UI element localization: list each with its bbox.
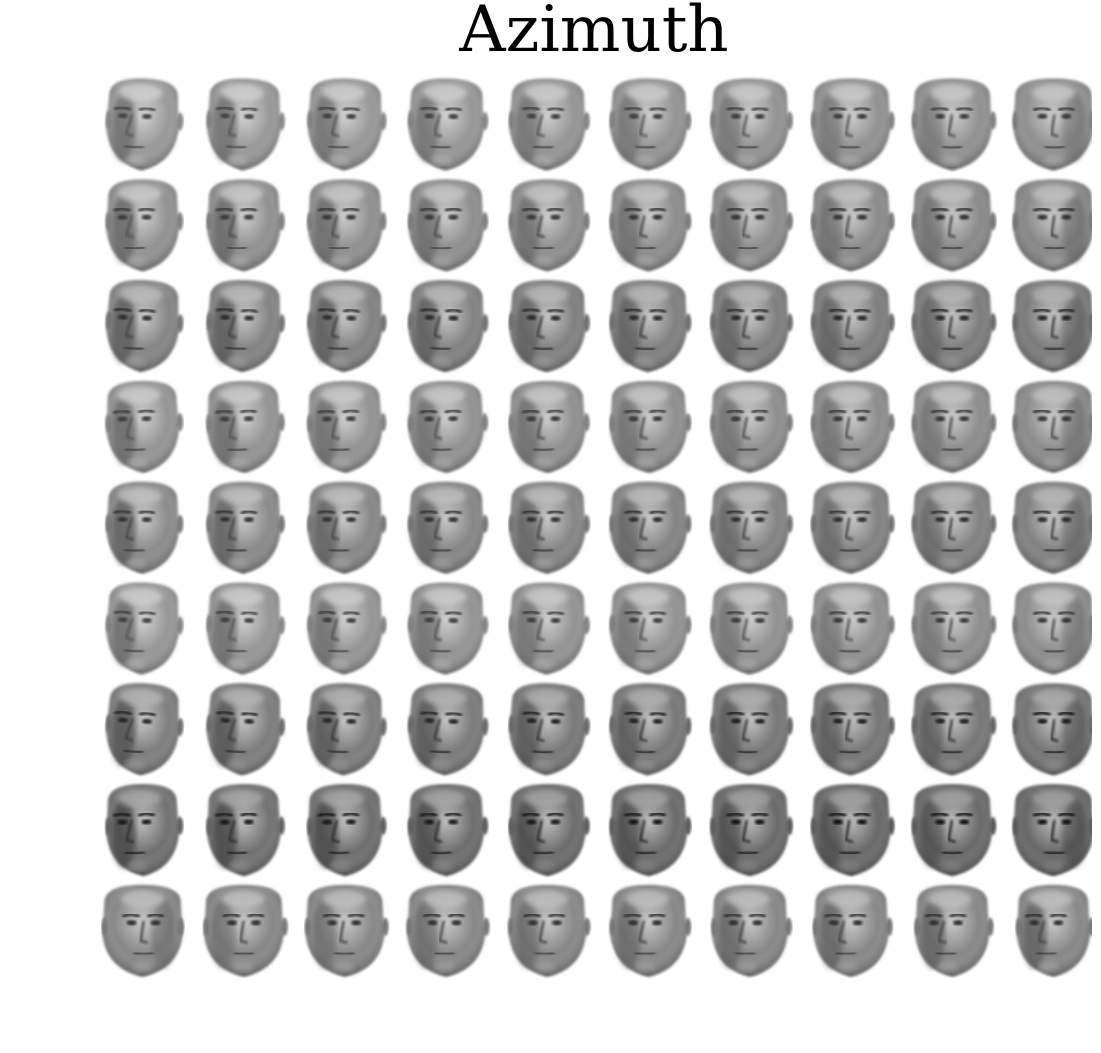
face-image bbox=[1012, 280, 1092, 372]
face-image bbox=[911, 179, 997, 272]
face-image bbox=[105, 380, 184, 473]
face-image bbox=[812, 884, 893, 977]
face-image bbox=[307, 683, 387, 776]
face-image bbox=[105, 683, 184, 776]
face-image bbox=[105, 179, 184, 272]
face-image bbox=[306, 380, 387, 473]
face-image bbox=[609, 884, 692, 977]
face-image bbox=[1012, 683, 1092, 776]
face-image bbox=[307, 179, 387, 272]
face-image bbox=[206, 179, 285, 272]
face-grid-svg bbox=[101, 78, 1092, 977]
face-image bbox=[710, 380, 793, 473]
face-image bbox=[710, 582, 794, 675]
face-image bbox=[407, 683, 489, 776]
face-image bbox=[304, 884, 389, 977]
face-image bbox=[508, 179, 590, 272]
face-image bbox=[508, 78, 590, 171]
face-image bbox=[407, 380, 489, 473]
face-image bbox=[1012, 582, 1092, 675]
face-image bbox=[105, 279, 184, 372]
face-image bbox=[206, 683, 286, 776]
face-image bbox=[609, 582, 692, 675]
face-image bbox=[407, 481, 489, 574]
face-image bbox=[508, 784, 590, 876]
face-image bbox=[1012, 380, 1092, 473]
face-image bbox=[105, 784, 184, 876]
face-image bbox=[609, 380, 692, 473]
face-image bbox=[307, 78, 387, 171]
face-image bbox=[206, 380, 285, 473]
face-image bbox=[306, 784, 387, 876]
face-image bbox=[407, 280, 489, 372]
face-image bbox=[407, 582, 489, 675]
face-image bbox=[407, 179, 489, 272]
face-image bbox=[206, 78, 286, 171]
face-image bbox=[1012, 481, 1092, 574]
face-image bbox=[508, 683, 590, 776]
face-image bbox=[710, 683, 794, 776]
face-image bbox=[911, 380, 997, 473]
face-image bbox=[203, 884, 288, 977]
face-image bbox=[407, 78, 489, 171]
face-image bbox=[911, 280, 997, 372]
face-image bbox=[508, 280, 590, 372]
face-image bbox=[507, 884, 591, 977]
face-image bbox=[206, 481, 285, 574]
face-image bbox=[810, 78, 895, 171]
face-image bbox=[1015, 884, 1092, 977]
face-image bbox=[810, 683, 895, 776]
face-image bbox=[711, 884, 792, 977]
face-image bbox=[609, 481, 692, 574]
face-image bbox=[206, 279, 286, 372]
face-image bbox=[508, 380, 590, 473]
face-image bbox=[810, 481, 895, 574]
face-image bbox=[810, 783, 895, 876]
face-image bbox=[911, 481, 997, 574]
face-image bbox=[307, 582, 387, 675]
face-image bbox=[810, 280, 895, 372]
face-image bbox=[710, 179, 793, 272]
face-image bbox=[609, 683, 692, 776]
face-image bbox=[206, 582, 286, 675]
face-image bbox=[105, 582, 184, 675]
face-image bbox=[508, 582, 590, 675]
face-image bbox=[810, 179, 895, 272]
face-image bbox=[609, 784, 692, 876]
face-image bbox=[914, 884, 994, 977]
face-image bbox=[911, 783, 997, 876]
face-image bbox=[609, 280, 692, 372]
face-image bbox=[406, 884, 490, 977]
face-image bbox=[810, 582, 895, 675]
face-image bbox=[609, 179, 692, 272]
face-image bbox=[609, 78, 692, 171]
face-image bbox=[810, 380, 895, 473]
face-image bbox=[307, 280, 387, 372]
face-image bbox=[911, 78, 997, 171]
face-image bbox=[407, 784, 489, 876]
face-image bbox=[101, 884, 185, 977]
face-image bbox=[710, 481, 794, 574]
face-image bbox=[911, 683, 997, 776]
face-image bbox=[105, 78, 184, 171]
face-image bbox=[1012, 179, 1092, 272]
face-image bbox=[710, 280, 794, 372]
face-image bbox=[710, 78, 794, 171]
face-image bbox=[307, 481, 387, 574]
face-image bbox=[206, 784, 285, 876]
figure-title: Azimuth bbox=[459, 0, 729, 67]
face-image bbox=[710, 784, 793, 876]
face-image bbox=[508, 481, 590, 574]
face-image bbox=[1012, 78, 1092, 171]
face-image bbox=[911, 582, 997, 675]
face-image bbox=[1012, 784, 1092, 876]
face-image-grid bbox=[92, 72, 1092, 984]
face-image bbox=[105, 481, 184, 574]
